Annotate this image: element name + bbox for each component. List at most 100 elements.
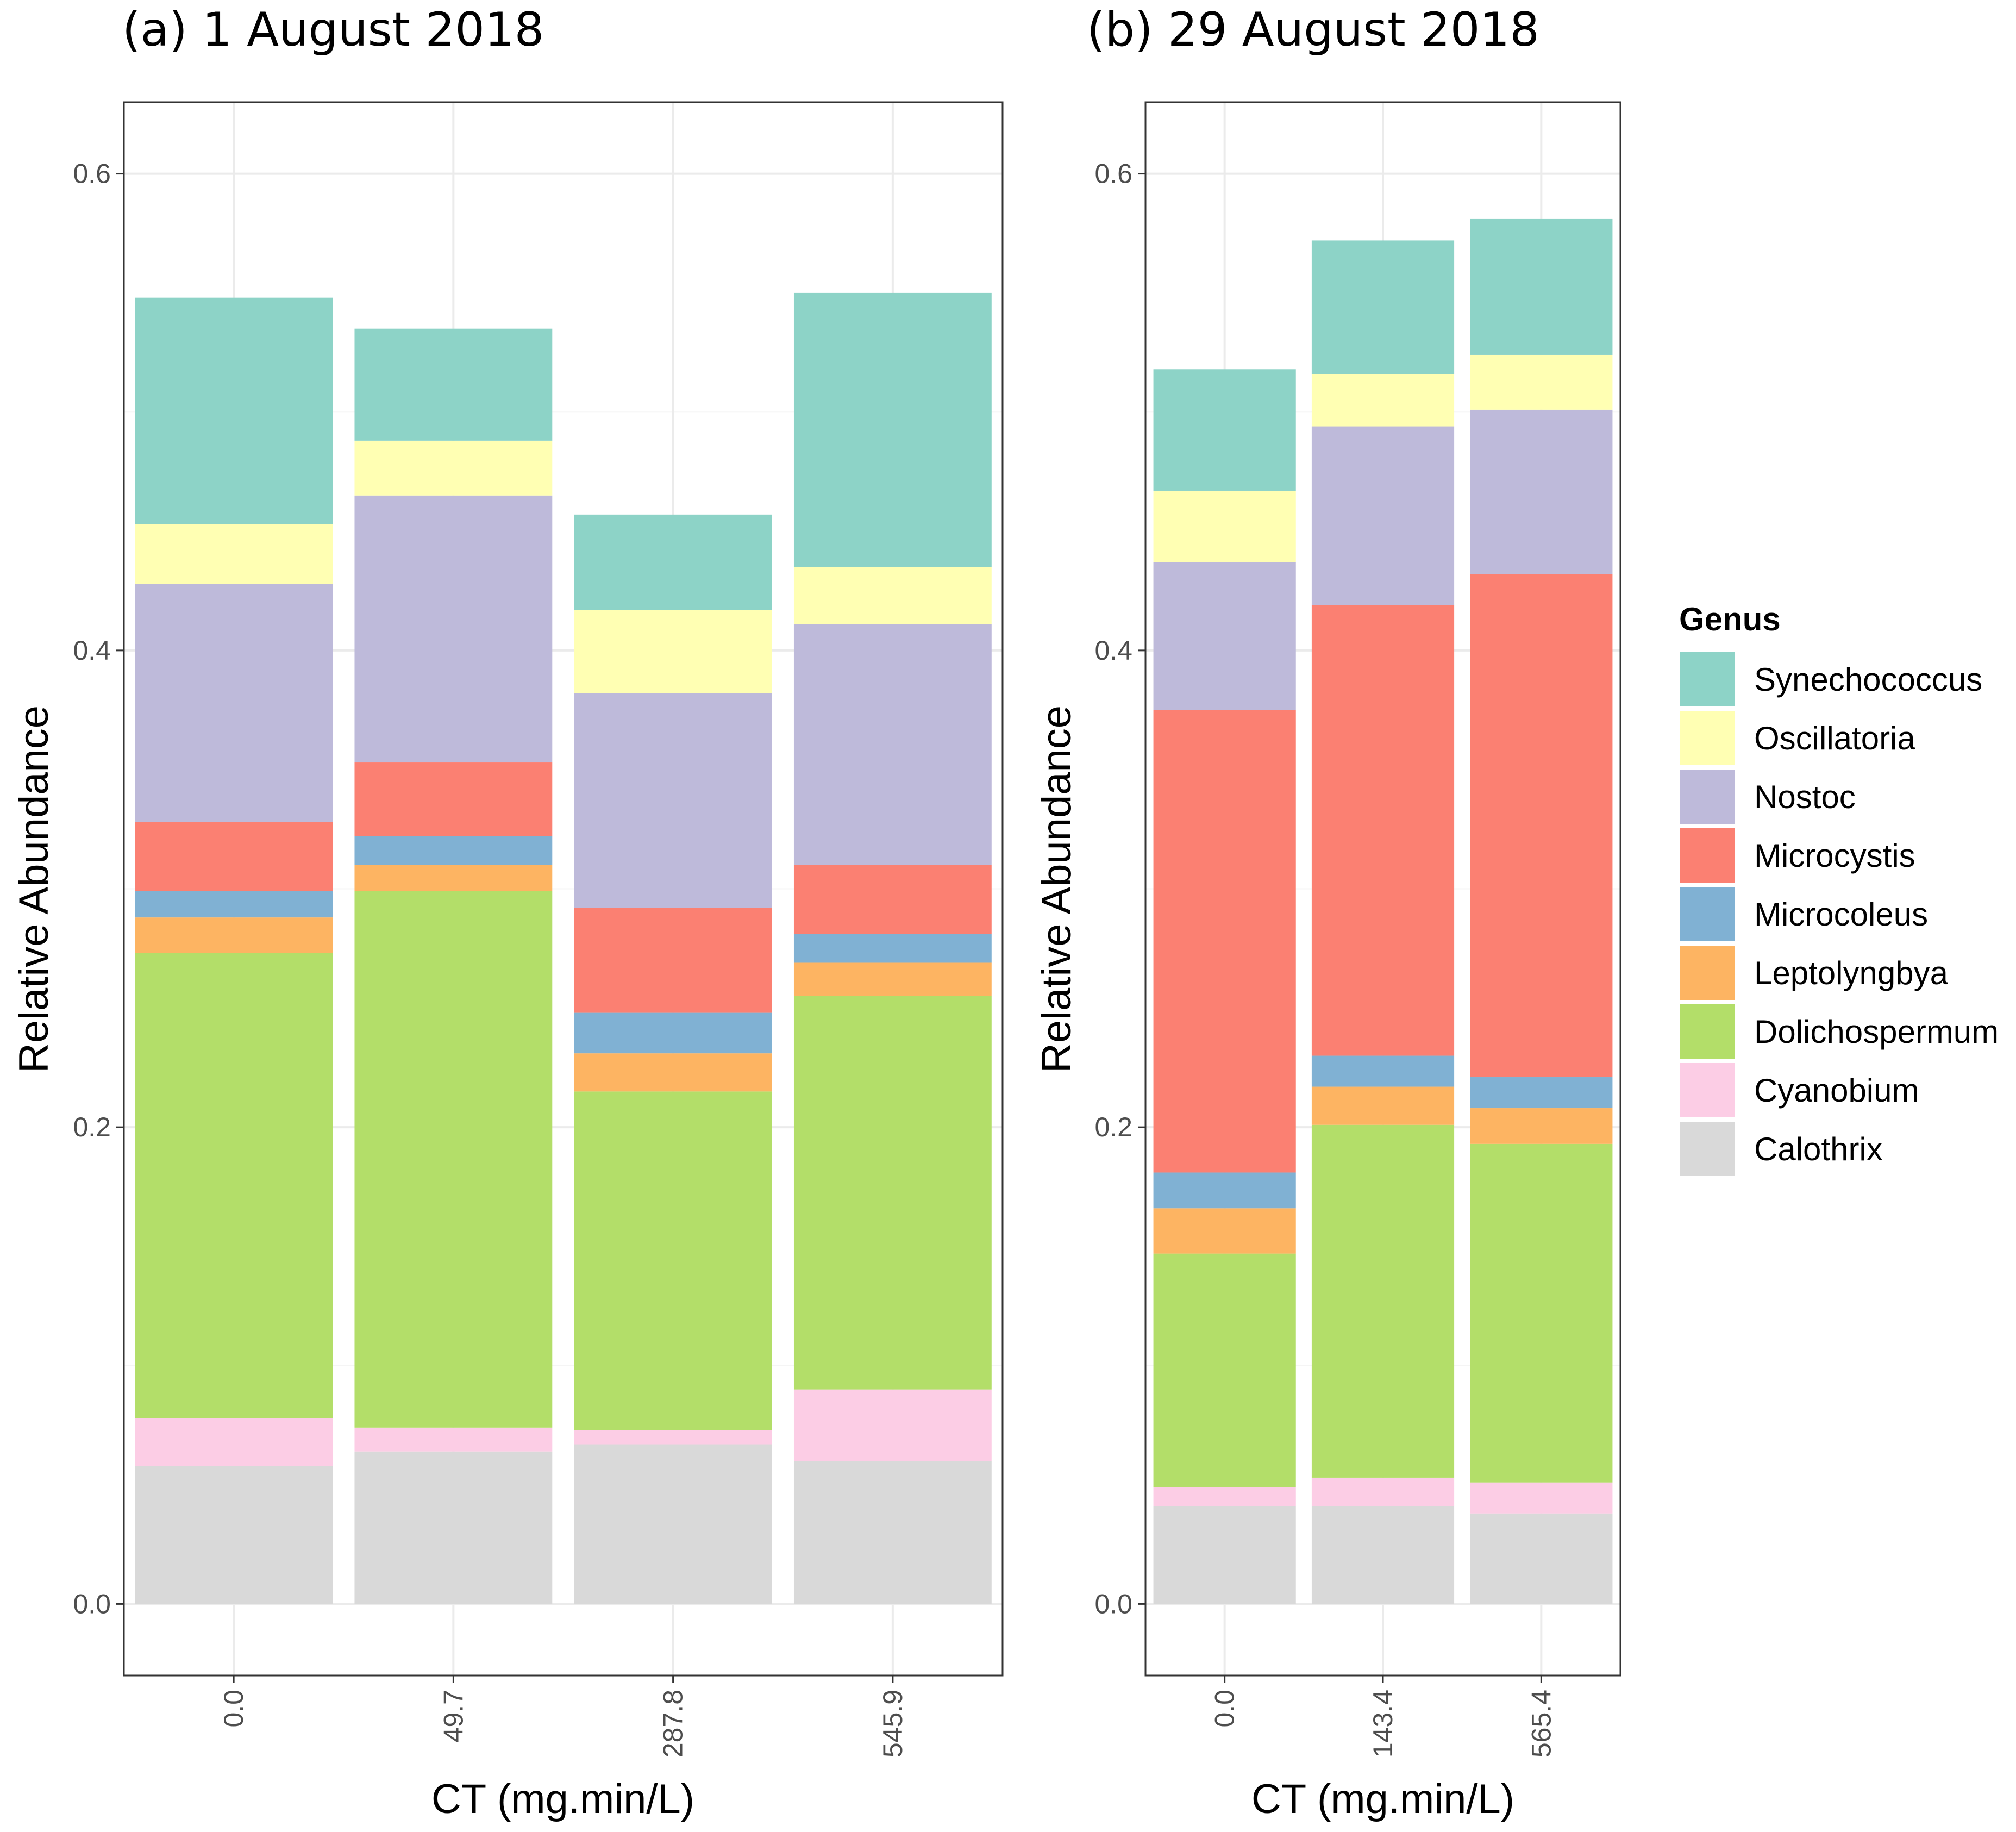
bar-segment-microcoleus-2 [354, 836, 553, 865]
bar-segment-nostoc-3 [1470, 409, 1613, 574]
x-tick-label: 0.0 [218, 1690, 249, 1728]
bar-segment-oscillatoria-2 [1311, 374, 1455, 427]
legend-key-calothrix [1680, 1122, 1735, 1176]
bar-segment-nostoc-2 [1311, 426, 1455, 605]
legend-label-microcoleus: Microcoleus [1754, 896, 1928, 933]
bar-segment-calothrix-3 [574, 1444, 772, 1604]
bar-segment-leptolyngbya-3 [1470, 1108, 1613, 1144]
legend-label-oscillatoria: Oscillatoria [1754, 720, 1915, 756]
x-tick-label: 545.9 [878, 1690, 908, 1758]
bar-segment-cyanobium-2 [354, 1427, 553, 1452]
bar-segment-synechococcus-1 [135, 297, 333, 524]
legend-key-cyanobium [1680, 1063, 1735, 1117]
bar-segment-nostoc-3 [574, 693, 772, 908]
bar-segment-microcystis-2 [354, 762, 553, 836]
panel-b-y-axis-title: Relative Abundance [1034, 705, 1080, 1073]
bar-segment-calothrix-2 [354, 1451, 553, 1604]
bar-segment-cyanobium-1 [135, 1418, 333, 1466]
bar-segment-oscillatoria-3 [574, 610, 772, 693]
legend-key-microcystis [1680, 828, 1735, 883]
legend-label-nostoc: Nostoc [1754, 779, 1856, 815]
bar-segment-oscillatoria-3 [1470, 354, 1613, 410]
bar-segment-microcoleus-4 [793, 934, 992, 963]
bar-segment-synechococcus-3 [1470, 218, 1613, 355]
panel-a-y-axis-title: Relative Abundance [11, 705, 57, 1073]
bar-segment-oscillatoria-4 [793, 567, 992, 624]
bar-segment-synechococcus-4 [793, 292, 992, 567]
y-tick-label: 0.0 [73, 1589, 111, 1619]
x-tick-label: 0.0 [1210, 1690, 1240, 1728]
x-tick-label: 287.8 [658, 1690, 688, 1758]
panel-a-bars [135, 292, 992, 1604]
bar-segment-microcystis-1 [1153, 710, 1296, 1173]
bar-segment-calothrix-2 [1311, 1506, 1455, 1604]
panel-b-title: (b) 29 August 2018 [1087, 3, 1539, 57]
bar-segment-microcoleus-1 [1153, 1172, 1296, 1209]
panel-b-bars [1153, 218, 1613, 1604]
legend-label-leptolyngbya: Leptolyngbya [1754, 955, 1949, 991]
bar-segment-dolichospermum-1 [135, 953, 333, 1418]
bar-segment-dolichospermum-3 [574, 1091, 772, 1430]
bar-segment-microcystis-3 [574, 908, 772, 1013]
legend-key-microcoleus [1680, 887, 1735, 941]
bar-segment-nostoc-2 [354, 495, 553, 763]
bar-segment-microcoleus-2 [1311, 1055, 1455, 1087]
legend-key-oscillatoria [1680, 711, 1735, 765]
bar-segment-dolichospermum-2 [1311, 1124, 1455, 1478]
bar-segment-nostoc-4 [793, 624, 992, 865]
bar-segment-dolichospermum-3 [1470, 1143, 1613, 1483]
bar-segment-cyanobium-1 [1153, 1487, 1296, 1506]
bar-segment-calothrix-1 [1153, 1506, 1296, 1604]
bar-segment-synechococcus-2 [354, 328, 553, 441]
bar-segment-microcoleus-1 [135, 891, 333, 918]
y-tick-label: 0.2 [1094, 1112, 1132, 1142]
panel-a-axes: 0.0 0.2 0.4 0.6 0.0 49.7 287.8 545.9 [73, 159, 907, 1758]
bar-segment-cyanobium-3 [1470, 1482, 1613, 1514]
y-tick-label: 0.4 [73, 635, 111, 666]
legend-label-microcystis: Microcystis [1754, 837, 1915, 874]
bar-segment-nostoc-1 [135, 584, 333, 822]
panel-a-x-axis-title: CT (mg.min/L) [431, 1776, 694, 1822]
bar-segment-oscillatoria-2 [354, 440, 553, 496]
bar-segment-calothrix-1 [135, 1466, 333, 1604]
x-tick-label: 143.4 [1368, 1690, 1398, 1758]
bar-segment-dolichospermum-4 [793, 996, 992, 1390]
legend-key-nostoc [1680, 770, 1735, 824]
bar-segment-dolichospermum-1 [1153, 1253, 1296, 1487]
bar-segment-oscillatoria-1 [1153, 490, 1296, 562]
bar-segment-leptolyngbya-1 [135, 917, 333, 953]
legend-label-cyanobium: Cyanobium [1754, 1072, 1919, 1109]
y-tick-label: 0.4 [1094, 635, 1132, 666]
y-tick-label: 0.6 [73, 159, 111, 189]
legend-label-dolichospermum: Dolichospermum [1754, 1014, 1999, 1050]
bar-segment-synechococcus-2 [1311, 240, 1455, 374]
bar-segment-leptolyngbya-1 [1153, 1208, 1296, 1254]
bar-segment-cyanobium-4 [793, 1389, 992, 1461]
legend-key-leptolyngbya [1680, 946, 1735, 1000]
bar-segment-leptolyngbya-3 [574, 1053, 772, 1092]
legend-key-synechococcus [1680, 652, 1735, 706]
bar-segment-microcystis-2 [1311, 605, 1455, 1056]
legend-title: Genus [1679, 601, 1781, 637]
panel-a-plot-border [123, 101, 1004, 1677]
genus-legend: Genus Synechococcus Oscillatoria Nostoc Mic… [1679, 601, 1999, 1176]
bar-segment-oscillatoria-1 [135, 524, 333, 584]
bar-segment-cyanobium-2 [1311, 1477, 1455, 1506]
x-tick-label: 565.4 [1526, 1690, 1556, 1758]
legend-items: Synechococcus Oscillatoria Nostoc Microcyst… [1680, 652, 1999, 1176]
y-tick-label: 0.0 [1094, 1589, 1132, 1619]
bar-segment-calothrix-4 [793, 1461, 992, 1604]
panel-b-x-axis-title: CT (mg.min/L) [1251, 1776, 1514, 1822]
legend-label-calothrix: Calothrix [1754, 1131, 1883, 1167]
bar-segment-microcystis-3 [1470, 574, 1613, 1078]
panel-b: (b) 29 August 2018 0.0 0.2 0.4 0.6 0.0 143.4 5… [1034, 3, 1621, 1822]
bar-segment-leptolyngbya-2 [354, 865, 553, 891]
y-tick-label: 0.2 [73, 1112, 111, 1142]
y-tick-label: 0.6 [1094, 159, 1132, 189]
bar-segment-microcystis-4 [793, 865, 992, 934]
bar-segment-synechococcus-3 [574, 514, 772, 610]
bar-segment-microcystis-1 [135, 822, 333, 891]
bar-segment-calothrix-3 [1470, 1513, 1613, 1604]
bar-segment-microcoleus-3 [1470, 1077, 1613, 1109]
